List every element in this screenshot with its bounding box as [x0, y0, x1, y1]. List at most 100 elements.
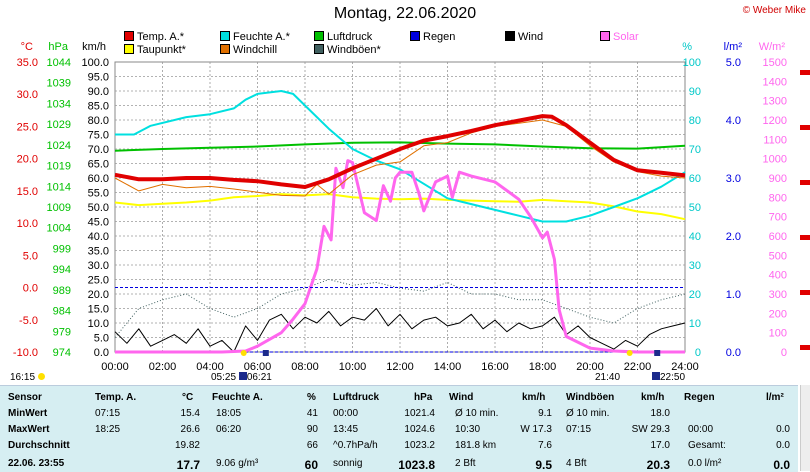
- tick-solar: 1400: [763, 76, 787, 88]
- table-cell-label: MaxWert: [8, 424, 50, 435]
- table-cell-g_desc: 4 Bft: [566, 458, 587, 469]
- tick-pressure: 1004: [47, 223, 71, 235]
- tick-time: 14:00: [434, 361, 462, 373]
- axis-unit-temp: °C: [21, 41, 33, 53]
- series-line-tempa: [114, 114, 686, 189]
- legend-label-humidity: Feuchte A.*: [233, 31, 290, 43]
- tick-time: 02:00: [149, 361, 177, 373]
- hdr-sensor: Sensor: [8, 392, 42, 403]
- tick-pressure: 974: [53, 347, 71, 359]
- table-cell-p_val: 1021.4: [404, 408, 435, 419]
- legend-swatch-humidity: [220, 31, 230, 41]
- table-cell-label: 22.06. 23:55: [8, 458, 65, 469]
- hdr-wind-unit: km/h: [522, 392, 546, 403]
- sunrise-time: 05:25 06:21: [211, 372, 272, 383]
- tick-solar: 1300: [763, 96, 787, 108]
- table-cell-w_desc: 181.8 km: [455, 440, 497, 451]
- legend-swatch-temp: [124, 31, 134, 41]
- hdr-rain: Regen: [684, 392, 715, 403]
- tick-time: 16:00: [481, 361, 509, 373]
- tick-temp: 5.0: [23, 250, 38, 262]
- table-cell-w_val: 7.6: [538, 440, 552, 451]
- tick-wind: 10.0: [88, 318, 109, 330]
- sunset-marker: [626, 350, 633, 356]
- tick-solar: 1200: [763, 115, 787, 127]
- tick-solar: 200: [769, 308, 787, 320]
- tick-pressure: 1029: [47, 119, 71, 131]
- tick-wind: 50.0: [88, 202, 109, 214]
- tick-wind: 0.0: [94, 347, 109, 359]
- tick-time: 06:00: [244, 361, 272, 373]
- series-line-windchill: [114, 119, 686, 197]
- tick-wind: 35.0: [88, 246, 109, 258]
- table-cell-h_val: 66: [306, 440, 318, 451]
- legend-swatch-rain: [410, 31, 420, 41]
- tick-solar: 0: [781, 347, 787, 359]
- tick-pressure: 989: [53, 285, 71, 297]
- legend-swatch-dewpoint: [124, 44, 134, 54]
- tick-temp: 10.0: [17, 218, 38, 230]
- tick-wind: 40.0: [88, 231, 109, 243]
- legend-label-solar: Solar: [613, 31, 639, 43]
- table-cell-t_time: 07:15: [95, 408, 121, 419]
- legend-temp: Temp. A.*: [124, 31, 184, 43]
- tick-time: 24:00: [671, 361, 699, 373]
- tick-temp: -10.0: [13, 347, 38, 359]
- table-cell-p_val: 1024.6: [404, 424, 435, 435]
- tick-pressure: 1044: [47, 57, 71, 69]
- tick-temp: 0.0: [23, 283, 38, 295]
- tick-wind: 60.0: [88, 173, 109, 185]
- legend-dewpoint: Taupunkt*: [124, 44, 186, 56]
- tick-wind: 20.0: [88, 289, 109, 301]
- tick-solar: 1100: [763, 134, 787, 146]
- legend-label-wind: Wind: [518, 31, 544, 43]
- hdr-gusts: Windböen: [566, 392, 615, 403]
- table-cell-t_val: 26.6: [180, 424, 200, 435]
- tick-humidity: 0: [695, 347, 701, 359]
- tick-wind: 95.0: [88, 72, 109, 84]
- tick-time: 22:00: [624, 361, 652, 373]
- tick-humidity: 50: [689, 202, 701, 214]
- tick-solar: 100: [769, 328, 787, 340]
- tick-temp: 30.0: [17, 89, 38, 101]
- sun-icon: [37, 373, 45, 380]
- axis-unit-solar: W/m²: [759, 41, 786, 53]
- right-edge-mark: [800, 345, 810, 350]
- tick-temp: 35.0: [17, 57, 38, 69]
- moon-icon: [238, 372, 247, 380]
- tick-wind: 30.0: [88, 260, 109, 272]
- table-cell-r_val: 0.0: [776, 440, 790, 451]
- tick-solar: 400: [769, 270, 787, 282]
- table-cell-w_desc: 2 Bft: [455, 458, 476, 469]
- legend-swatch-solar: [600, 31, 610, 41]
- tick-rain: 4.0: [726, 115, 741, 127]
- series-line-taupunkt: [114, 193, 686, 221]
- moonrise-time: 06:21: [246, 372, 272, 383]
- tick-pressure: 1024: [47, 140, 71, 152]
- table-cell-w_desc: Ø 10 min.: [455, 408, 499, 419]
- hdr-gusts-unit: km/h: [641, 392, 665, 403]
- axis-unit-humidity: %: [682, 41, 692, 53]
- legend-gusts: Windböen*: [314, 44, 381, 56]
- legend-wind: Wind: [505, 31, 543, 43]
- tick-pressure: 984: [53, 306, 71, 318]
- tick-humidity: 70: [689, 144, 701, 156]
- hdr-humidity: Feuchte A.: [212, 392, 263, 403]
- legend-label-temp: Temp. A.*: [137, 31, 185, 43]
- table-cell-g_val: 17.0: [650, 440, 670, 451]
- legend-label-gusts: Windböen*: [327, 44, 381, 56]
- scrollbar[interactable]: [800, 385, 810, 471]
- tick-wind: 75.0: [88, 130, 109, 142]
- right-edge-mark: [800, 180, 810, 185]
- tick-temp: 20.0: [17, 154, 38, 166]
- tick-solar: 500: [769, 250, 787, 262]
- tick-time: 04:00: [196, 361, 224, 373]
- tick-temp: -5.0: [19, 315, 38, 327]
- tick-humidity: 80: [689, 115, 701, 127]
- table-cell-r_val: 0.0: [776, 424, 790, 435]
- tick-wind: 70.0: [88, 144, 109, 156]
- tick-rain: 1.0: [726, 289, 741, 301]
- legend-swatch-wind: [505, 31, 515, 41]
- tick-solar: 700: [769, 212, 787, 224]
- tick-pressure: 1039: [47, 78, 71, 90]
